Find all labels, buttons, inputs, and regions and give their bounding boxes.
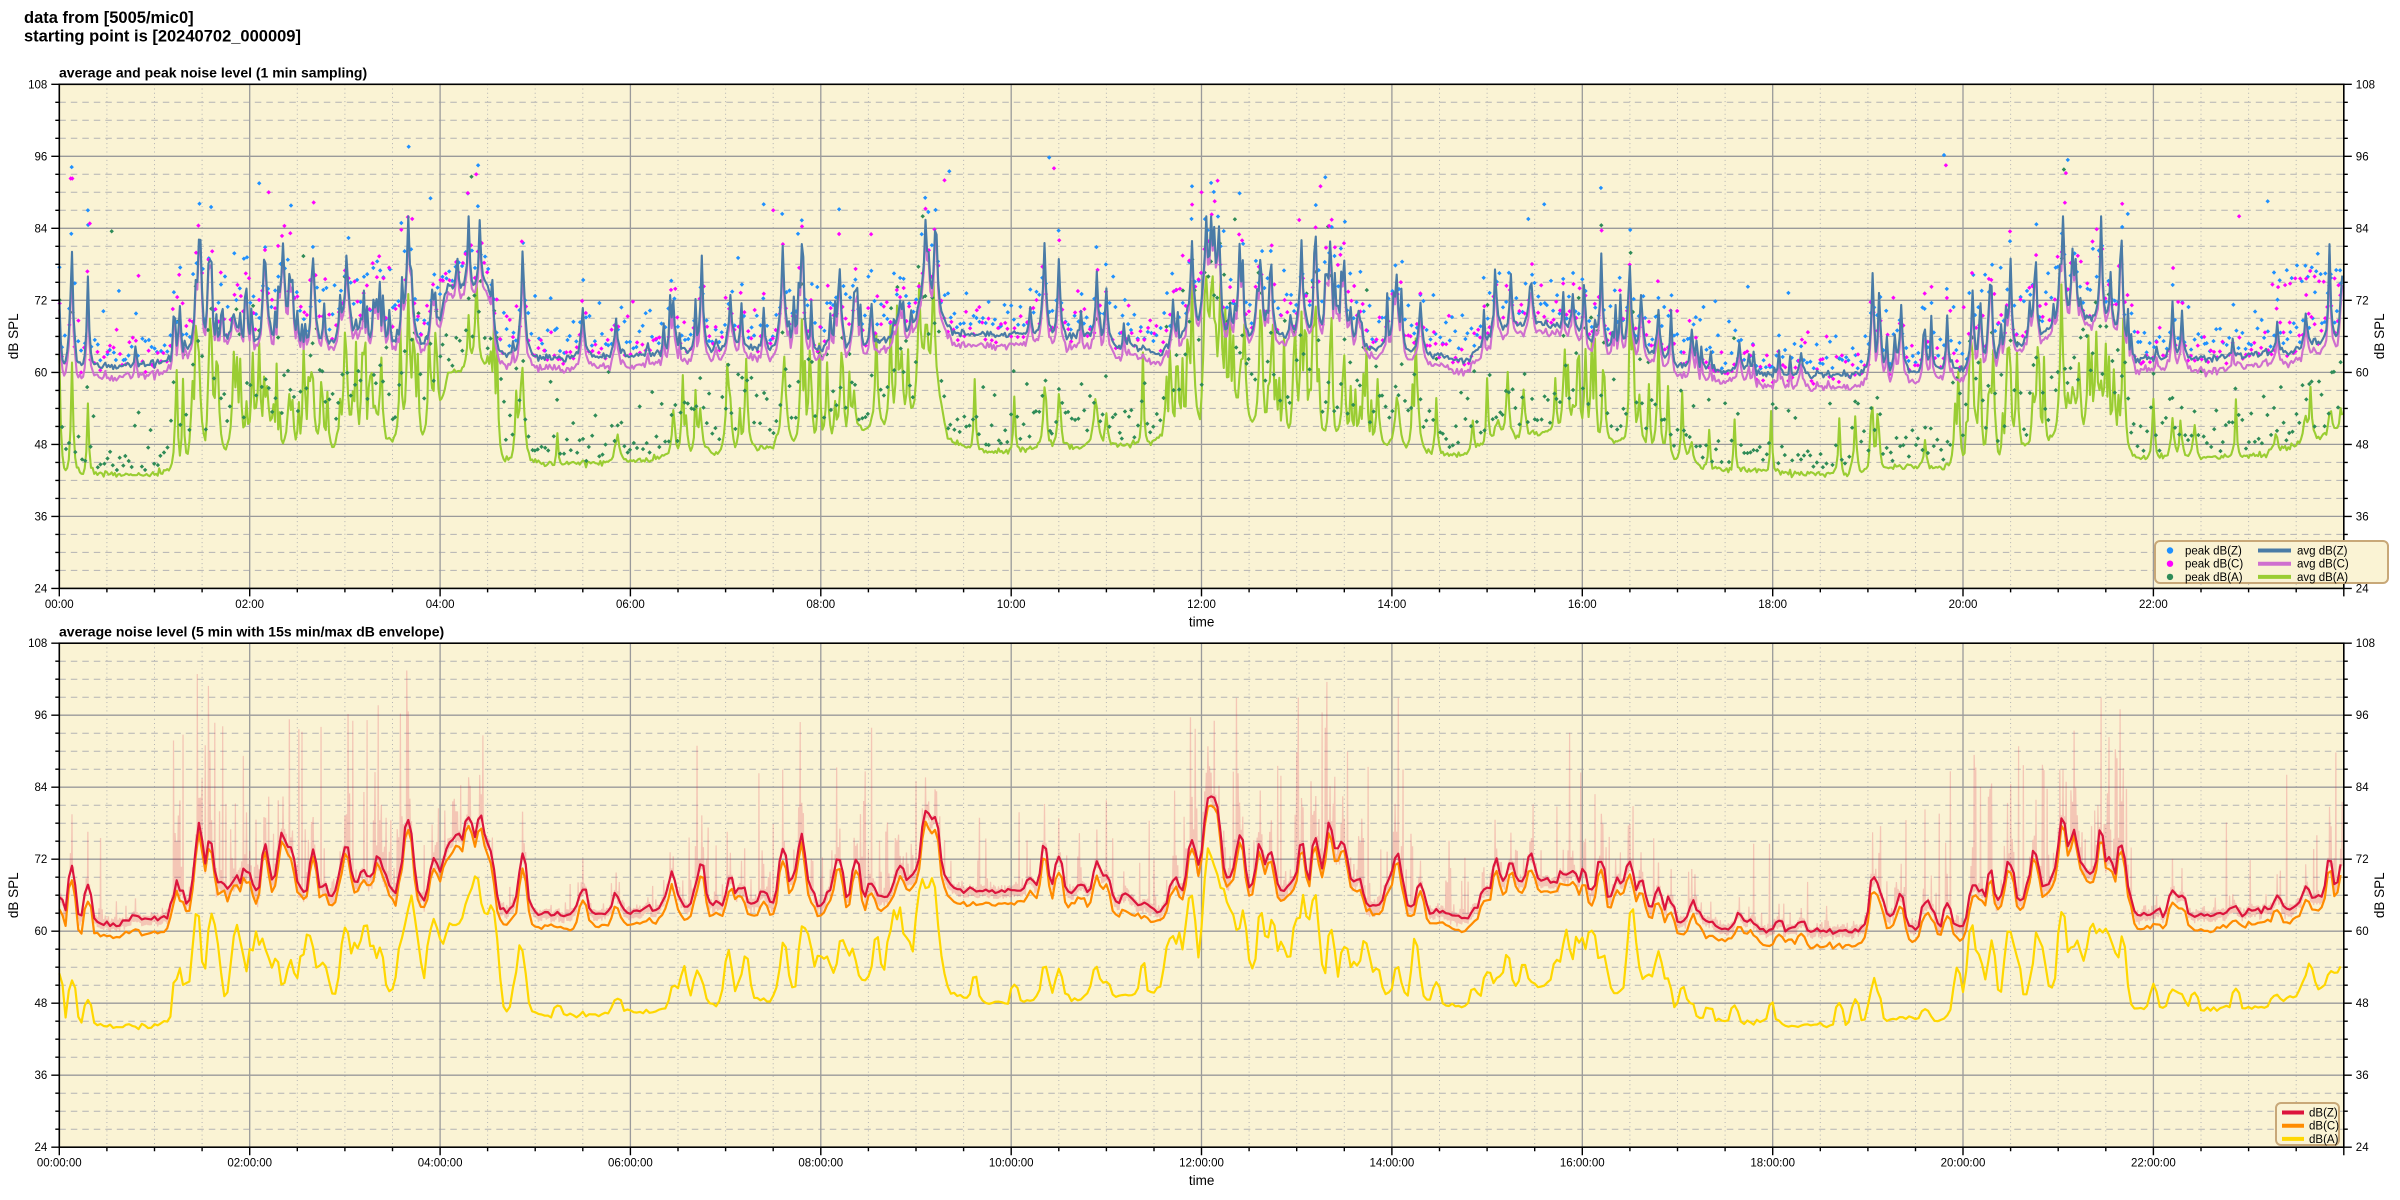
svg-text:84: 84 [2356,223,2369,235]
svg-text:96: 96 [35,151,48,163]
svg-text:60: 60 [2356,367,2369,379]
svg-text:06:00: 06:00 [616,599,645,611]
svg-text:36: 36 [2356,1070,2369,1082]
svg-text:06:00:00: 06:00:00 [608,1158,653,1170]
svg-text:108: 108 [2356,79,2375,91]
svg-text:60: 60 [35,926,48,938]
svg-text:00:00:00: 00:00:00 [37,1158,82,1170]
svg-text:48: 48 [35,439,48,451]
svg-text:time: time [1189,1173,1215,1188]
svg-text:12:00:00: 12:00:00 [1179,1158,1224,1170]
svg-text:18:00: 18:00 [1758,599,1787,611]
svg-text:48: 48 [35,998,48,1010]
svg-text:72: 72 [35,854,48,866]
svg-text:18:00:00: 18:00:00 [1750,1158,1795,1170]
svg-text:20:00:00: 20:00:00 [1941,1158,1986,1170]
svg-text:12:00: 12:00 [1187,599,1216,611]
svg-text:14:00: 14:00 [1378,599,1407,611]
svg-text:14:00:00: 14:00:00 [1370,1158,1415,1170]
svg-text:72: 72 [2356,854,2369,866]
svg-text:84: 84 [35,223,48,235]
svg-text:04:00: 04:00 [426,599,455,611]
svg-text:72: 72 [2356,295,2369,307]
svg-text:16:00:00: 16:00:00 [1560,1158,1605,1170]
svg-text:22:00:00: 22:00:00 [2131,1158,2176,1170]
svg-text:avg dB(C): avg dB(C) [2297,559,2349,571]
svg-text:data from [5005/mic0]: data from [5005/mic0] [24,9,194,27]
svg-text:48: 48 [2356,998,2369,1010]
svg-text:dB SPL: dB SPL [2372,313,2387,359]
svg-text:108: 108 [28,79,47,91]
svg-text:16:00: 16:00 [1568,599,1597,611]
svg-text:96: 96 [2356,151,2369,163]
svg-text:84: 84 [2356,782,2369,794]
svg-text:avg dB(A): avg dB(A) [2297,572,2348,584]
svg-text:20:00: 20:00 [1949,599,1978,611]
svg-text:96: 96 [2356,710,2369,722]
svg-text:dB SPL: dB SPL [6,313,21,359]
svg-text:60: 60 [2356,926,2369,938]
svg-text:dB(Z): dB(Z) [2309,1108,2338,1120]
svg-text:24: 24 [35,1142,48,1154]
svg-text:average noise level (5 min wit: average noise level (5 min with 15s min/… [59,624,444,640]
svg-text:02:00: 02:00 [235,599,264,611]
svg-text:time: time [1189,614,1215,629]
svg-text:108: 108 [28,638,47,650]
svg-text:36: 36 [35,511,48,523]
svg-text:peak dB(Z): peak dB(Z) [2185,546,2242,558]
svg-text:dB SPL: dB SPL [2372,872,2387,918]
svg-text:72: 72 [35,295,48,307]
svg-text:36: 36 [2356,511,2369,523]
svg-text:48: 48 [2356,439,2369,451]
svg-text:84: 84 [35,782,48,794]
svg-text:starting point is [20240702_00: starting point is [20240702_000009] [24,28,301,46]
svg-text:peak dB(C): peak dB(C) [2185,559,2243,571]
svg-text:108: 108 [2356,638,2375,650]
svg-text:avg dB(Z): avg dB(Z) [2297,546,2348,558]
svg-text:36: 36 [35,1070,48,1082]
svg-text:average and peak noise level (: average and peak noise level (1 min samp… [59,65,367,81]
svg-text:08:00:00: 08:00:00 [798,1158,843,1170]
svg-text:24: 24 [35,583,48,595]
svg-text:dB SPL: dB SPL [6,872,21,918]
svg-text:dB(C): dB(C) [2309,1121,2339,1133]
svg-text:00:00: 00:00 [45,599,74,611]
svg-text:96: 96 [35,710,48,722]
svg-text:peak dB(A): peak dB(A) [2185,572,2243,584]
svg-text:04:00:00: 04:00:00 [418,1158,463,1170]
svg-text:dB(A): dB(A) [2309,1134,2339,1146]
svg-text:60: 60 [35,367,48,379]
svg-text:08:00: 08:00 [806,599,835,611]
svg-text:02:00:00: 02:00:00 [227,1158,272,1170]
svg-text:10:00: 10:00 [997,599,1026,611]
svg-text:24: 24 [2356,1142,2369,1154]
svg-text:24: 24 [2356,583,2369,595]
svg-text:10:00:00: 10:00:00 [989,1158,1034,1170]
svg-text:22:00: 22:00 [2139,599,2168,611]
